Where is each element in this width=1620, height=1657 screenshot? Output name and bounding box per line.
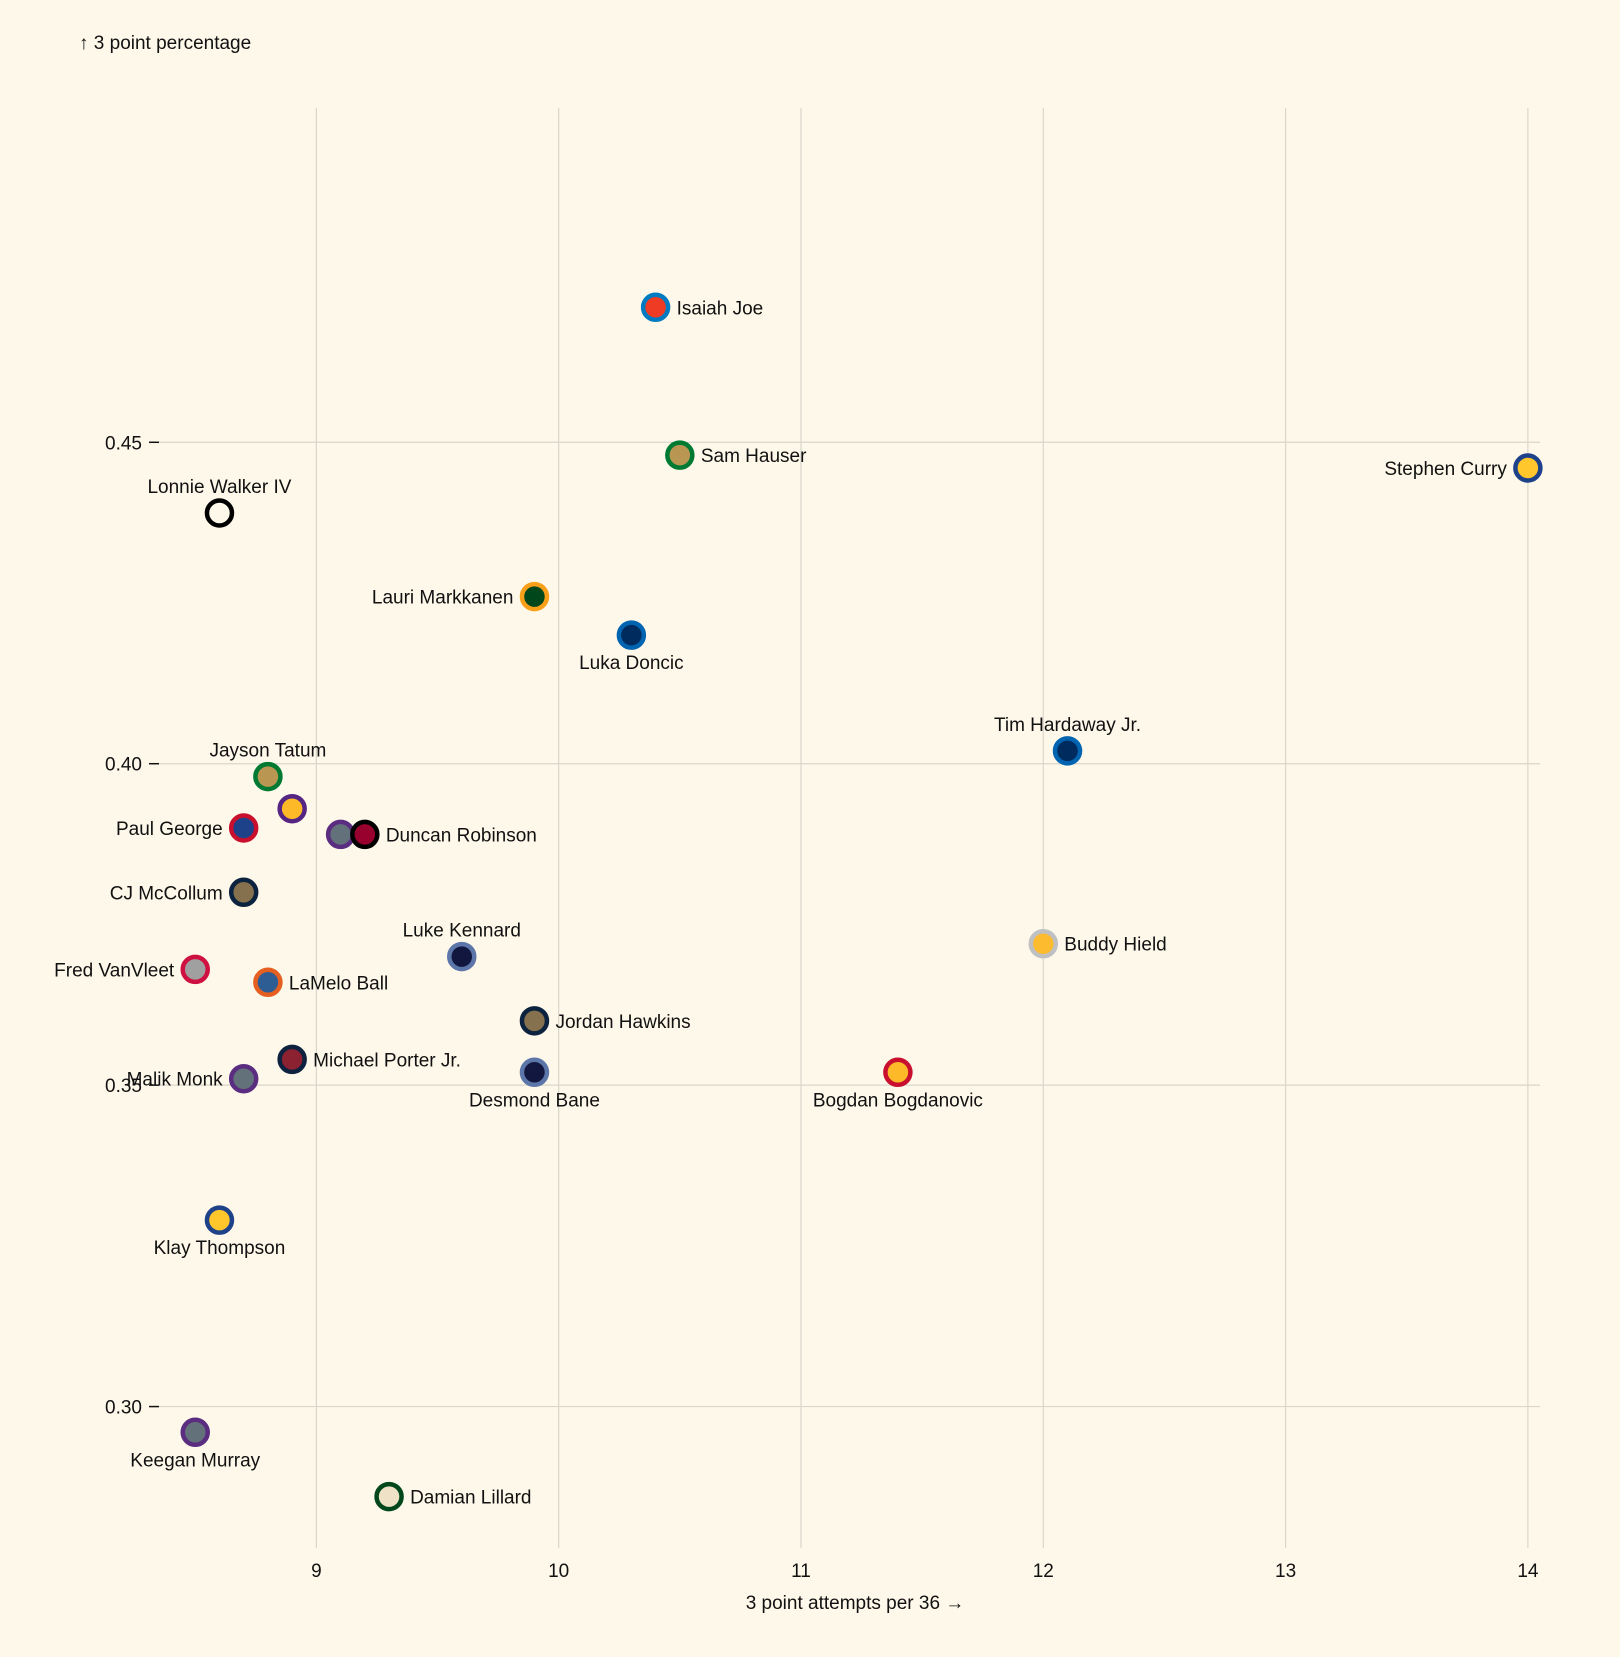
point-label: Keegan Murray — [130, 1450, 260, 1471]
point-label: LaMelo Ball — [289, 973, 388, 994]
point-label: Buddy Hield — [1064, 935, 1166, 956]
data-point — [228, 877, 259, 908]
x-tick-label: 10 — [548, 1561, 569, 1582]
data-point — [616, 620, 647, 650]
data-point — [640, 292, 671, 323]
point-label: Lonnie Walker IV — [147, 477, 291, 498]
point-label: Michael Porter Jr. — [313, 1050, 461, 1071]
data-point — [204, 498, 235, 528]
data-point — [180, 954, 210, 985]
point-label: Tim Hardaway Jr. — [994, 715, 1141, 736]
data-point — [204, 1205, 235, 1235]
data-point — [253, 761, 283, 792]
data-point — [228, 1063, 259, 1094]
point-label: Luka Doncic — [579, 653, 684, 674]
data-point — [1052, 736, 1083, 766]
point-label: Lauri Markkanen — [372, 588, 514, 609]
point-label: Fred VanVleet — [54, 960, 175, 981]
data-point — [325, 819, 356, 850]
point-label: Jayson Tatum — [209, 741, 326, 762]
data-point — [519, 581, 550, 612]
point-label: Desmond Bane — [469, 1090, 600, 1111]
x-tick-label: 13 — [1275, 1561, 1296, 1582]
point-label: Paul George — [116, 819, 223, 840]
point-label: Malik Monk — [127, 1070, 224, 1091]
point-label: Duncan Robinson — [386, 825, 537, 846]
point-label: Stephen Curry — [1384, 459, 1507, 480]
data-point — [1513, 453, 1543, 483]
data-point — [883, 1057, 913, 1088]
point-label: Klay Thompson — [154, 1238, 286, 1259]
y-tick-label: 0.35 — [105, 1076, 142, 1097]
x-tick-label: 11 — [791, 1561, 811, 1582]
point-label: Jordan Hawkins — [555, 1012, 690, 1033]
point-label: Damian Lillard — [410, 1488, 531, 1509]
data-point — [350, 819, 380, 850]
data-point — [519, 1006, 550, 1036]
data-point — [374, 1481, 404, 1512]
data-point — [447, 941, 477, 972]
data-point — [180, 1417, 210, 1448]
point-label: CJ McCollum — [110, 883, 223, 904]
y-tick-label: 0.45 — [105, 433, 142, 454]
data-point — [665, 440, 695, 470]
data-point — [519, 1057, 550, 1088]
y-tick-label: 0.30 — [105, 1398, 142, 1419]
point-label: Sam Hauser — [701, 446, 807, 467]
data-point — [277, 1044, 307, 1075]
x-tick-label: 12 — [1033, 1561, 1054, 1582]
x-tick-label: 9 — [311, 1561, 322, 1582]
point-label: Bogdan Bogdanovic — [813, 1090, 983, 1111]
point-label: Luke Kennard — [403, 921, 521, 942]
data-point — [277, 793, 307, 824]
data-point — [228, 813, 259, 843]
point-label: Isaiah Joe — [677, 298, 764, 319]
data-point — [1028, 928, 1059, 959]
y-tick-label: 0.40 — [105, 755, 142, 776]
y-axis-label: ↑ 3 point percentage — [79, 33, 251, 54]
x-axis-label: 3 point attempts per 36 → — [746, 1593, 965, 1614]
data-point — [253, 967, 283, 998]
x-tick-label: 14 — [1517, 1561, 1539, 1582]
